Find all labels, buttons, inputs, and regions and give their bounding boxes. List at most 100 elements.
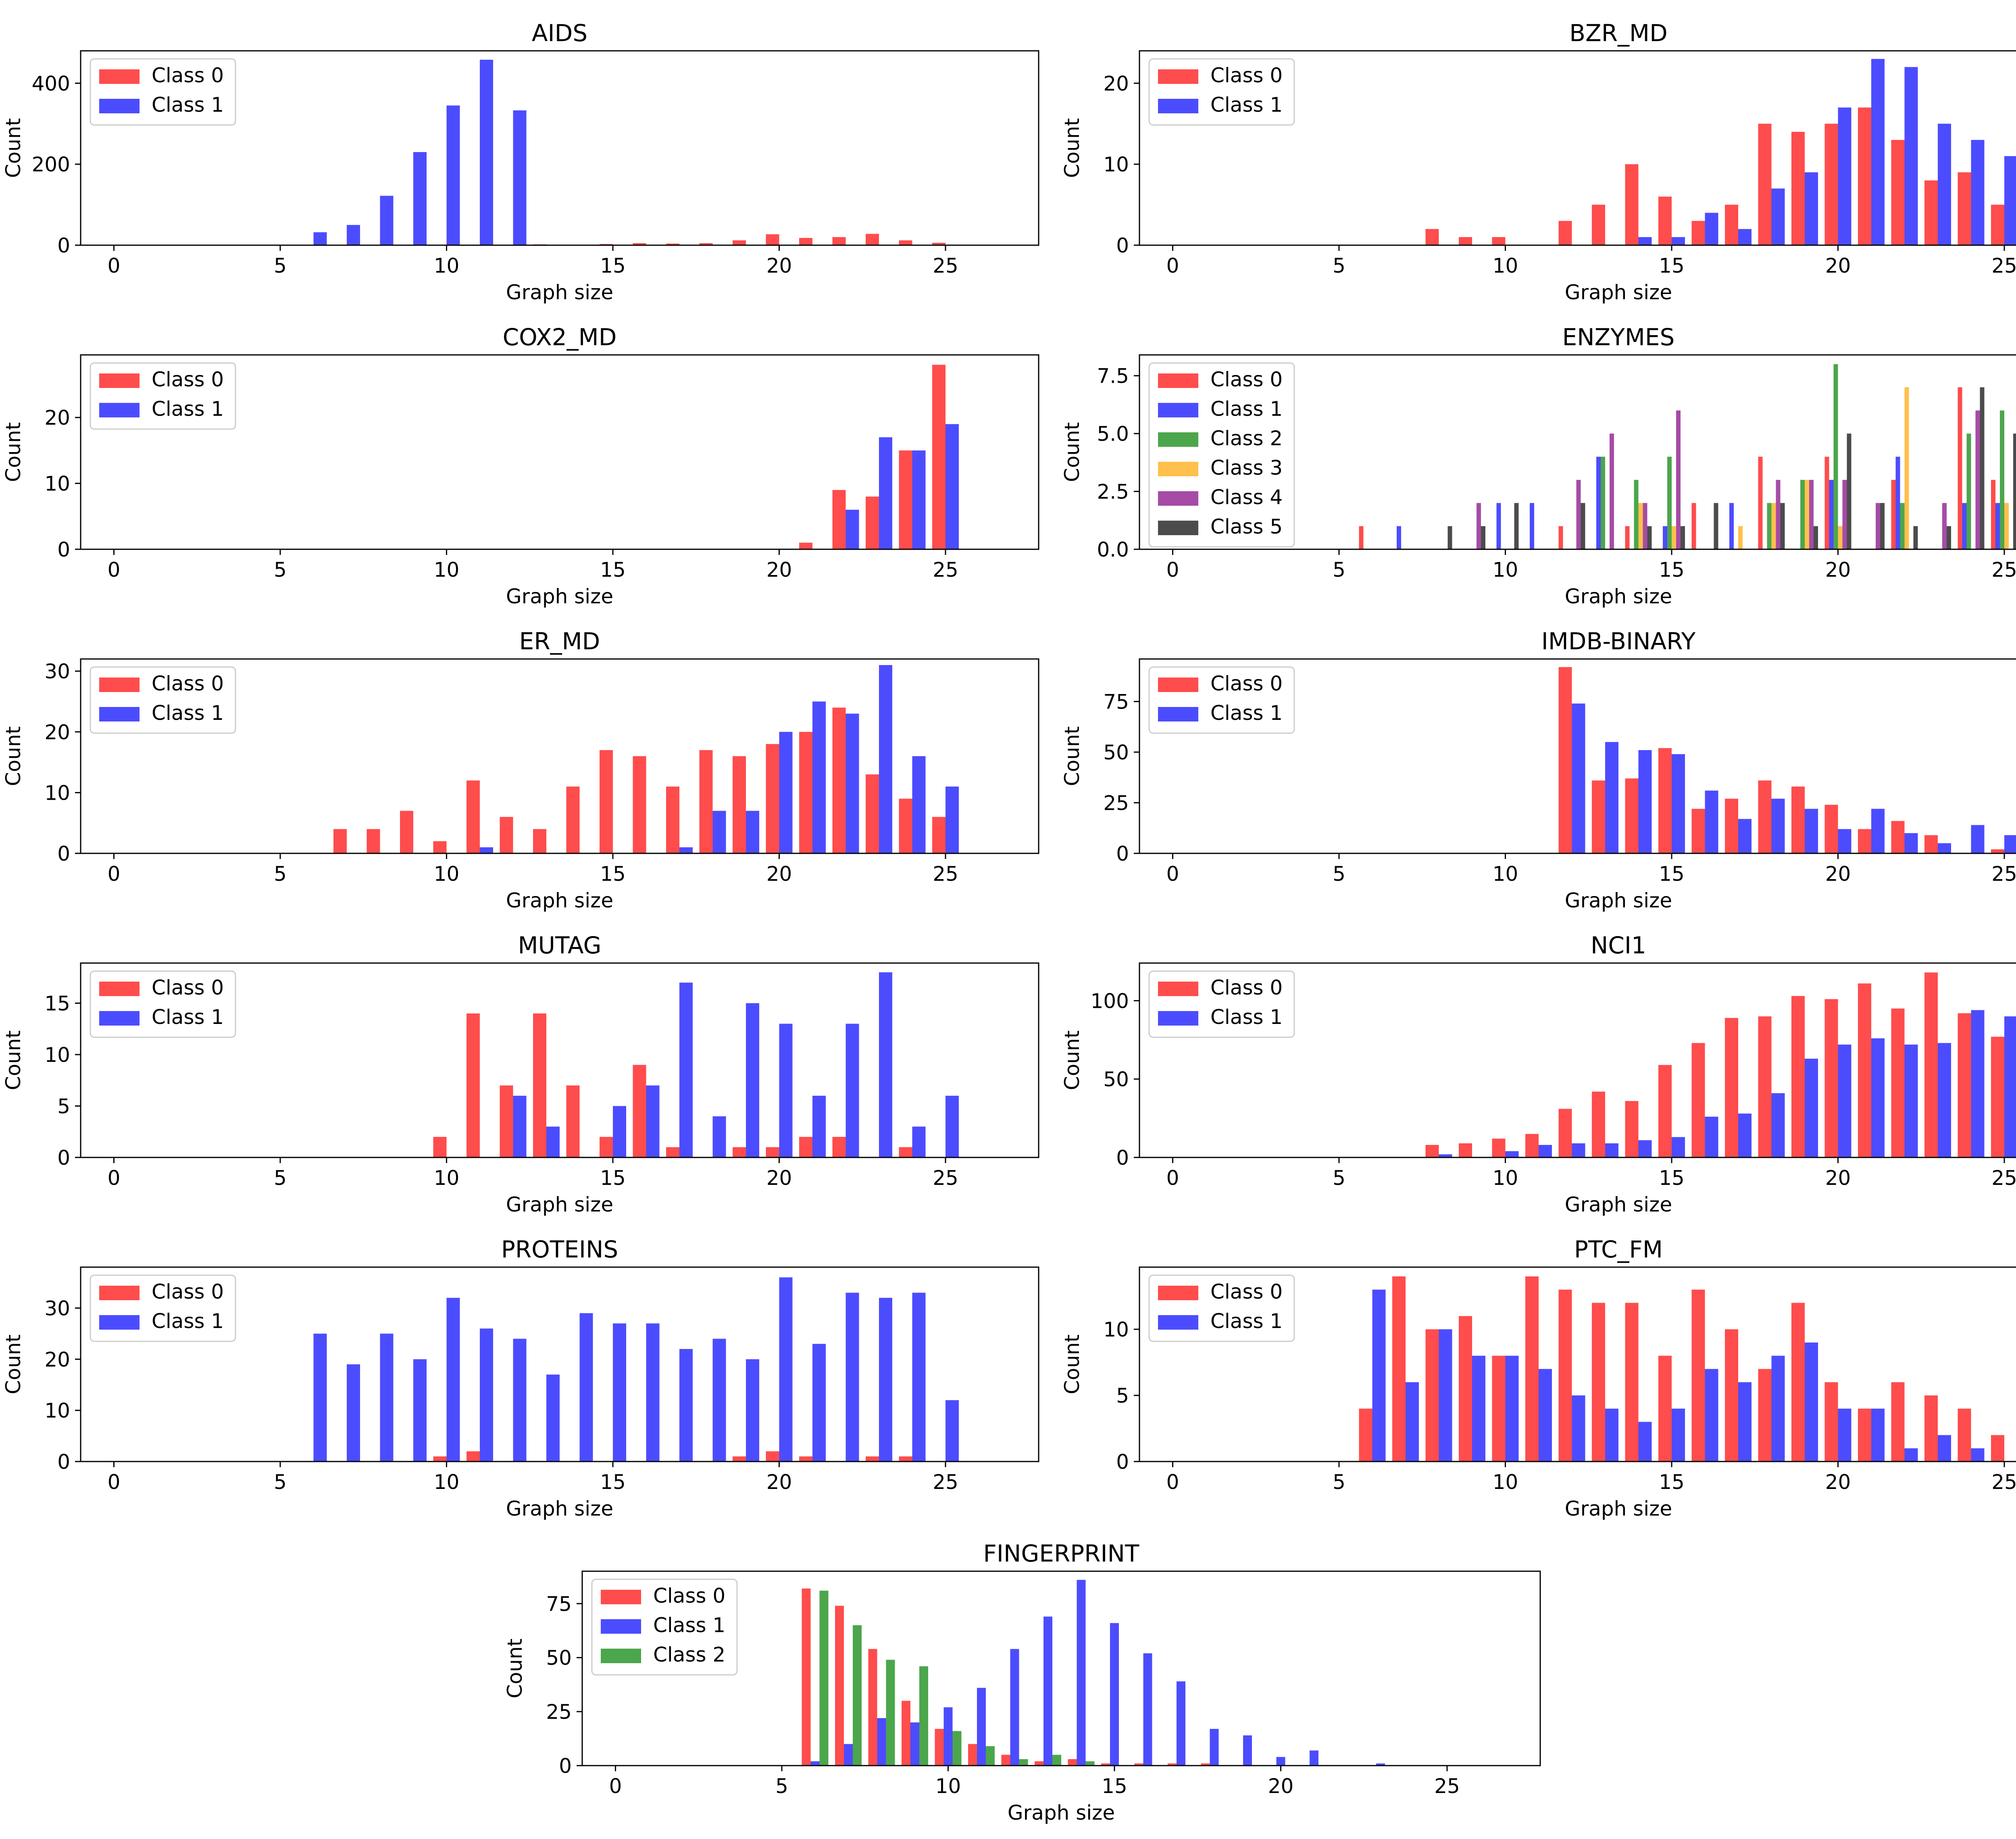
legend-swatch bbox=[99, 1315, 140, 1330]
bar bbox=[1647, 526, 1652, 549]
x-tick-label: 20 bbox=[1825, 558, 1851, 582]
bar bbox=[1729, 503, 1734, 549]
bar bbox=[679, 1349, 693, 1462]
bar bbox=[1068, 1759, 1077, 1766]
y-tick-label: 10 bbox=[1103, 153, 1129, 176]
legend: Class 0 Class 1 Class 2 Class 3 Class 4 Class… bbox=[1148, 362, 1295, 548]
axes-frame bbox=[1139, 50, 2016, 246]
bar bbox=[347, 225, 360, 245]
bar bbox=[810, 1761, 820, 1766]
bar bbox=[899, 240, 912, 245]
bar bbox=[699, 243, 713, 245]
bar bbox=[413, 152, 427, 245]
bar bbox=[1625, 1303, 1639, 1462]
axes-frame bbox=[1139, 1266, 2016, 1462]
bar bbox=[1310, 1750, 1318, 1766]
bar bbox=[646, 1323, 660, 1462]
bar bbox=[1738, 1382, 1752, 1462]
x-axis-label: Graph size bbox=[1008, 1801, 1115, 1824]
x-axis-label: Graph size bbox=[1565, 281, 1672, 304]
bar bbox=[902, 1701, 910, 1766]
bar bbox=[935, 1728, 944, 1766]
bar bbox=[2000, 410, 2004, 549]
x-tick-label: 0 bbox=[1166, 1166, 1179, 1190]
x-tick-label: 20 bbox=[1825, 862, 1851, 886]
bar bbox=[1425, 1329, 1439, 1462]
legend-label: Class 5 bbox=[1210, 515, 1283, 538]
bar bbox=[1177, 1681, 1185, 1766]
series-class-5 bbox=[1447, 387, 2016, 549]
y-tick-label: 100 bbox=[1091, 989, 1129, 1013]
legend-label: Class 1 bbox=[1210, 93, 1283, 117]
axes-frame bbox=[80, 962, 1039, 1158]
legend-label: Class 1 bbox=[152, 1309, 224, 1333]
x-tick-label: 25 bbox=[933, 862, 958, 886]
chart-title: ENZYMES bbox=[1562, 323, 1675, 351]
chart-fingerprint: 0 5 10 15 20 25 0 25 50 75 FINGERPRINT Graph size Co… bbox=[503, 1540, 1541, 1824]
x-tick-label: 5 bbox=[274, 1166, 287, 1190]
bar bbox=[1791, 996, 1805, 1157]
bar bbox=[946, 1400, 959, 1462]
x-tick-label: 10 bbox=[935, 1774, 961, 1798]
legend-swatch bbox=[99, 707, 140, 721]
x-tick-label: 5 bbox=[1333, 862, 1345, 886]
legend-swatch bbox=[1158, 403, 1198, 417]
bar bbox=[1638, 237, 1652, 245]
y-tick-label: 5.0 bbox=[1097, 422, 1129, 446]
x-tick-label: 10 bbox=[1493, 862, 1518, 886]
y-tick-label: 20 bbox=[1103, 72, 1129, 95]
legend: Class 0 Class 1 bbox=[90, 58, 236, 126]
legend: Class 0 Class 1 bbox=[1148, 58, 1295, 126]
chart-mutag: 0 5 10 15 20 25 0 5 10 15 MUTAG Graph size Count Clas… bbox=[2, 932, 1039, 1216]
bar bbox=[1833, 364, 1838, 549]
chart-er-md: 0 5 10 15 20 25 0 10 20 30 ER_MD Graph size Count Cla… bbox=[2, 628, 1039, 912]
bar bbox=[1924, 835, 1938, 853]
y-axis-label: Count bbox=[2, 726, 25, 786]
bar bbox=[1625, 164, 1639, 245]
bar bbox=[1052, 1755, 1061, 1766]
bar bbox=[1824, 123, 1838, 245]
bar bbox=[2004, 156, 2016, 245]
chart-title: ER_MD bbox=[519, 628, 600, 655]
bar bbox=[1672, 526, 1676, 549]
axes-frame bbox=[1139, 354, 2016, 550]
bar bbox=[1672, 1137, 1685, 1157]
bar bbox=[480, 60, 493, 245]
bar bbox=[1767, 503, 1772, 549]
bar bbox=[766, 1147, 779, 1157]
bar bbox=[413, 1359, 427, 1462]
series-class-1 bbox=[1439, 1010, 2016, 1157]
x-tick-label: 0 bbox=[108, 862, 121, 886]
y-tick-label: 10 bbox=[44, 472, 70, 496]
bar bbox=[899, 450, 912, 549]
x-axis-label: Graph size bbox=[506, 281, 613, 304]
bar bbox=[819, 1591, 829, 1766]
bar bbox=[1847, 434, 1851, 549]
x-tick-label: 0 bbox=[108, 1470, 121, 1494]
bar bbox=[779, 1277, 793, 1462]
y-tick-label: 5 bbox=[1116, 1384, 1129, 1407]
bar bbox=[1991, 1435, 2004, 1462]
x-tick-label: 25 bbox=[1991, 1470, 2016, 1494]
bar bbox=[946, 786, 959, 853]
bar bbox=[1672, 237, 1685, 245]
bar bbox=[433, 1456, 447, 1462]
bar bbox=[1558, 221, 1572, 245]
bar bbox=[866, 774, 879, 853]
x-tick-label: 5 bbox=[1333, 558, 1345, 582]
legend-label: Class 1 bbox=[1210, 701, 1283, 725]
bar bbox=[1035, 1761, 1043, 1766]
x-tick-label: 0 bbox=[1166, 862, 1179, 886]
y-tick-label: 200 bbox=[32, 153, 70, 176]
bar bbox=[802, 1588, 811, 1766]
bar bbox=[733, 240, 746, 245]
bar bbox=[666, 243, 679, 245]
x-tick-label: 20 bbox=[766, 558, 792, 582]
legend: Class 0 Class 1 bbox=[90, 362, 236, 430]
bar bbox=[1077, 1580, 1086, 1766]
axes-frame bbox=[80, 1266, 1039, 1462]
bar bbox=[1459, 1316, 1472, 1462]
bar bbox=[1942, 503, 1947, 549]
legend-swatch bbox=[1158, 462, 1198, 476]
bar bbox=[546, 1126, 560, 1157]
